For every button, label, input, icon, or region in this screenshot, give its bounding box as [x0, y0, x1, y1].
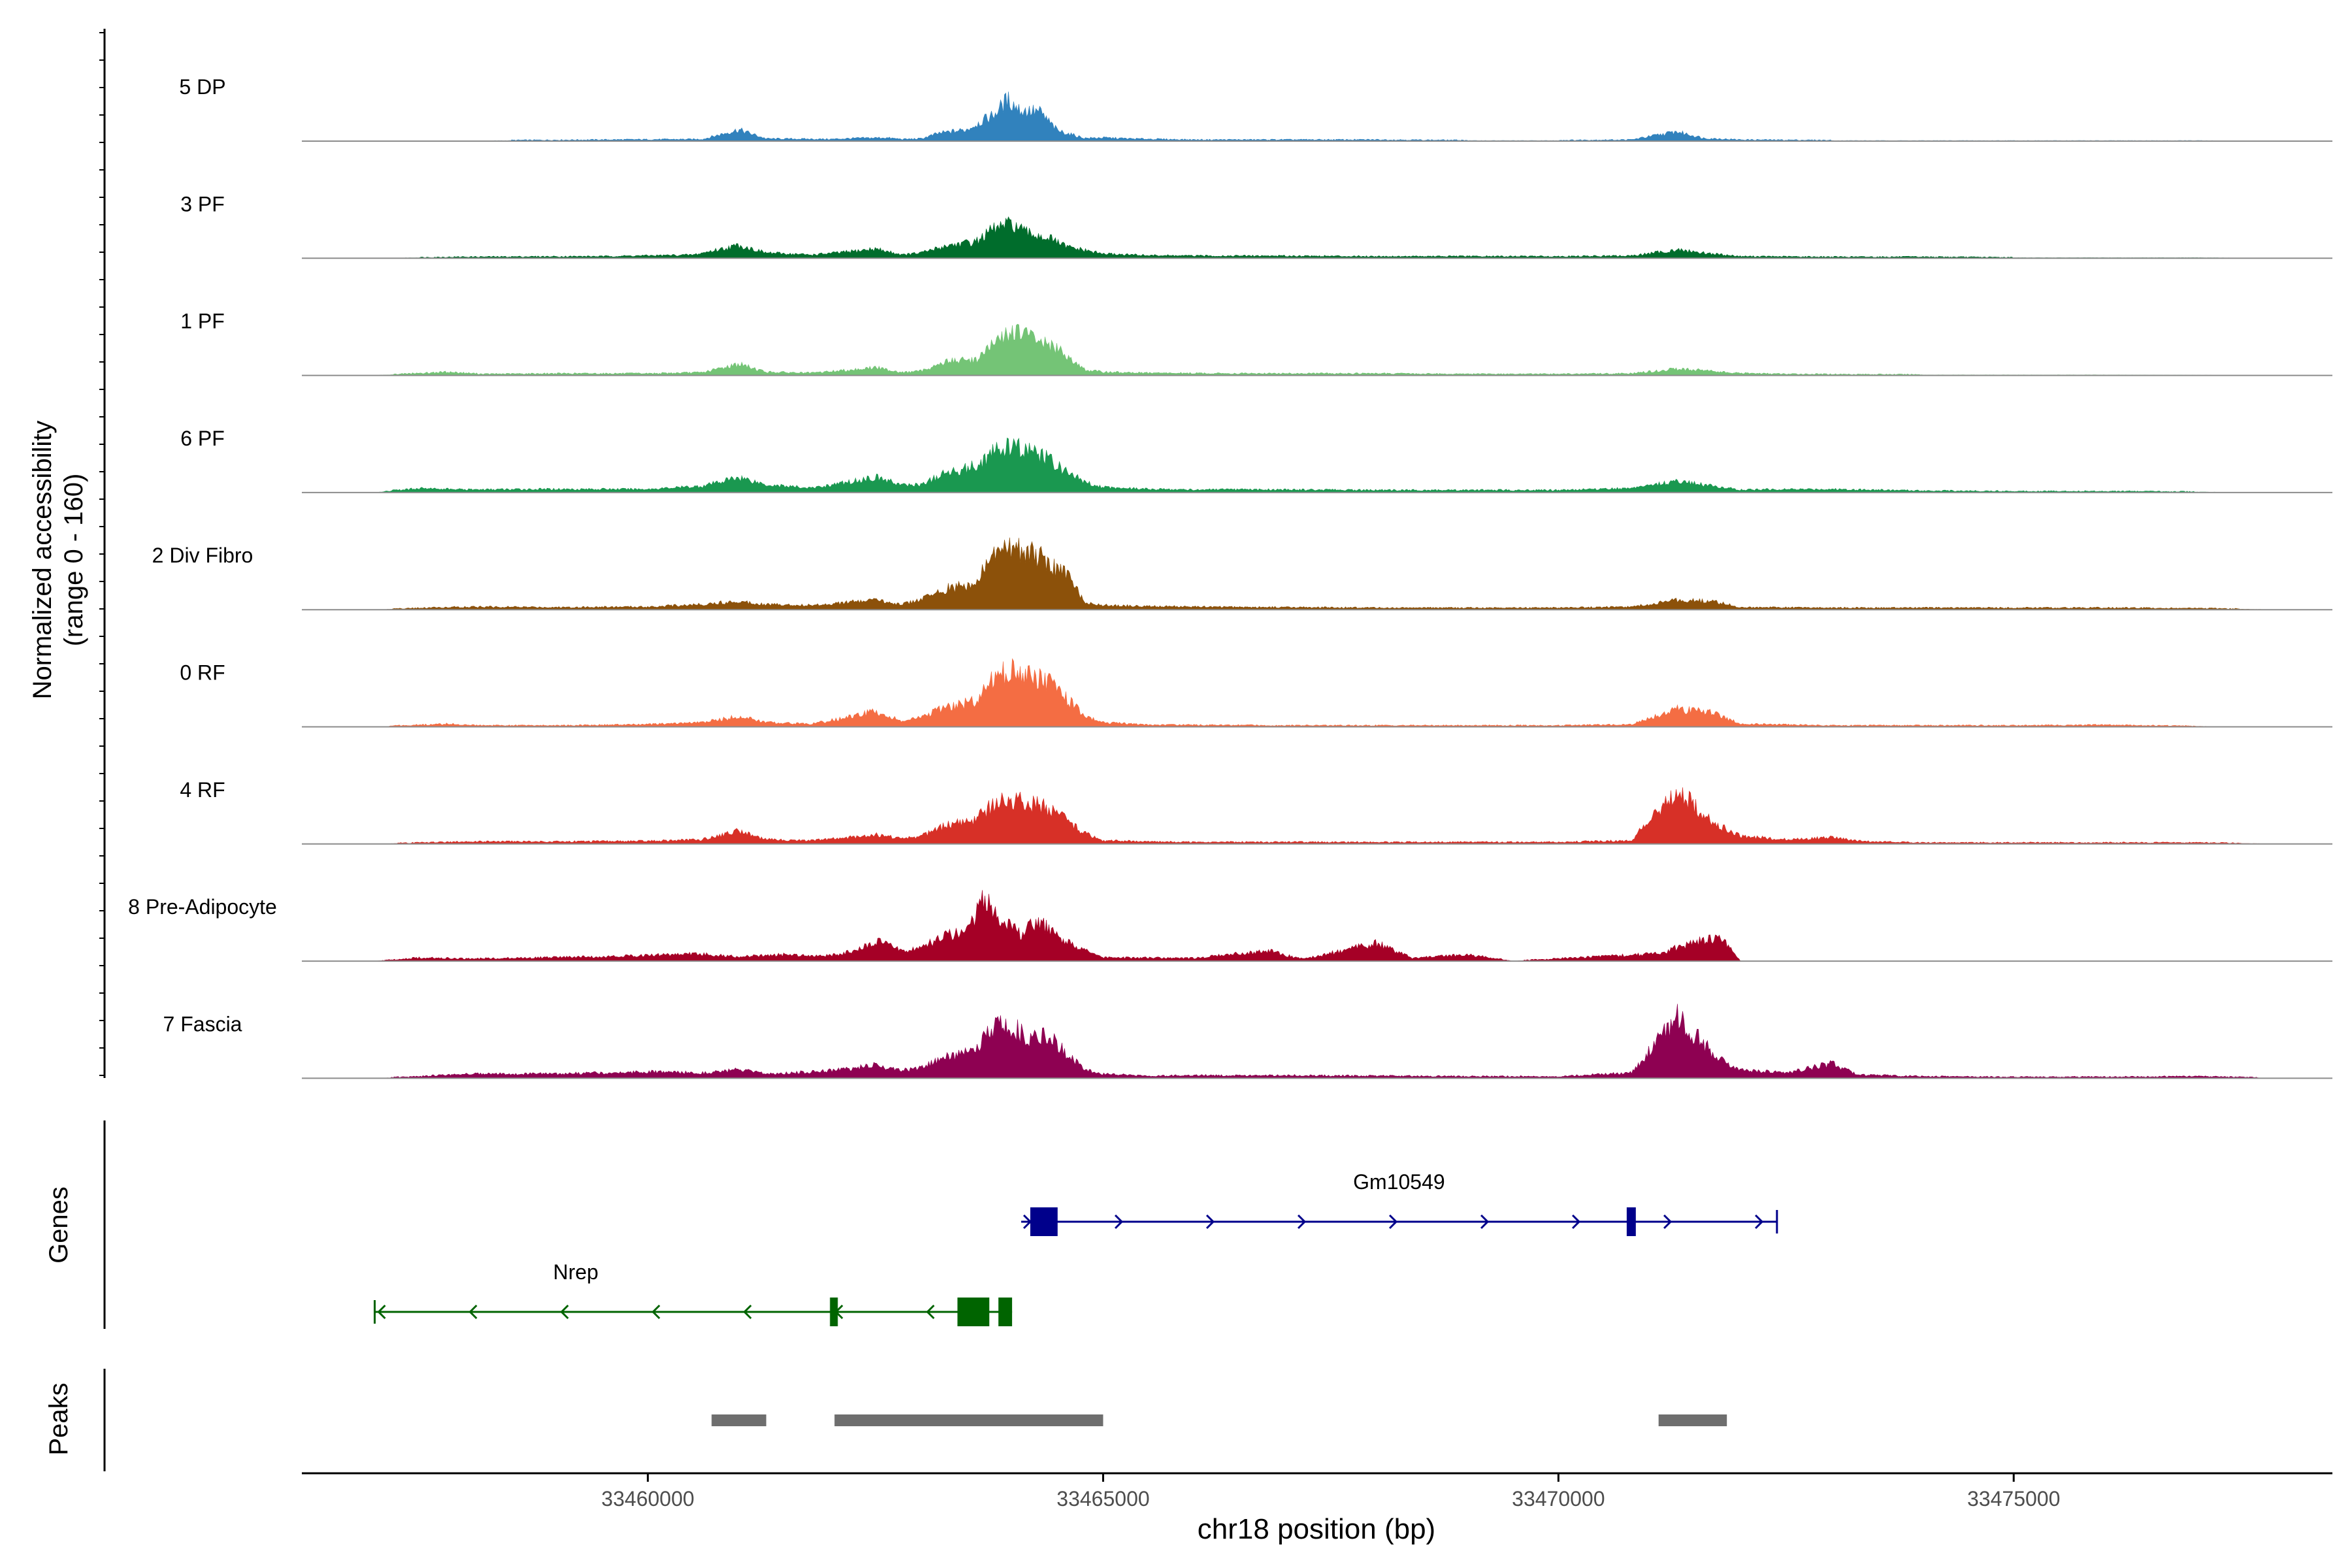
- track-0-rf: 0 RF: [180, 658, 2332, 728]
- y-axis-title-line1: Normalized accessibility: [28, 421, 57, 700]
- peak-region: [1658, 1414, 1727, 1426]
- x-tick-label: 33470000: [1512, 1487, 1605, 1511]
- coverage-area: [374, 537, 2287, 610]
- track-label: 0 RF: [180, 661, 225, 685]
- track-label: 7 Fascia: [163, 1012, 242, 1036]
- strand-arrow: [1480, 1214, 1490, 1230]
- coverage-tracks: 5 DP 3 PF 1 PF 6 PF 2 Div Fibro 0 RF 4 RF 8 Pre…: [128, 75, 2332, 1079]
- peak-region: [711, 1414, 766, 1426]
- exon: [1030, 1207, 1058, 1236]
- strand-arrow: [560, 1304, 569, 1320]
- strand-arrow: [1663, 1214, 1673, 1230]
- exon: [830, 1298, 838, 1326]
- track-8-pre-adipocyte: 8 Pre-Adipocyte: [128, 890, 2332, 962]
- exon: [957, 1298, 990, 1326]
- gene-label: Nrep: [553, 1260, 598, 1284]
- x-tick-label: 33460000: [601, 1487, 694, 1511]
- strand-arrow: [377, 1304, 386, 1320]
- strand-arrow: [1571, 1214, 1581, 1230]
- track-label: 2 Div Fibro: [152, 544, 253, 567]
- track-label: 6 PF: [180, 427, 225, 450]
- peak-annotations: [711, 1414, 1727, 1426]
- track-6-pf: 6 PF: [180, 427, 2332, 493]
- track-label: 3 PF: [180, 192, 225, 216]
- x-tick-label: 33475000: [1967, 1487, 2060, 1511]
- exon: [1626, 1207, 1636, 1236]
- strand-arrow: [1205, 1214, 1215, 1230]
- coverage-area: [374, 437, 2287, 493]
- gene-nrep: Nrep: [373, 1260, 1013, 1326]
- strand-arrow: [1114, 1214, 1124, 1230]
- coverage-area: [374, 1004, 2287, 1079]
- track-label: 4 RF: [180, 778, 225, 802]
- track-7-fascia: 7 Fascia: [163, 1004, 2332, 1079]
- genes-panel-label: Genes: [44, 1186, 73, 1264]
- track-label: 8 Pre-Adipocyte: [128, 895, 277, 919]
- y-axis-minor-ticks: [99, 32, 105, 1076]
- track-4-rf: 4 RF: [180, 778, 2332, 845]
- gene-label: Gm10549: [1353, 1170, 1445, 1194]
- strand-arrow: [651, 1304, 661, 1320]
- strand-arrow: [1754, 1214, 1764, 1230]
- strand-arrow: [743, 1304, 752, 1320]
- track-label: 1 PF: [180, 310, 225, 333]
- x-tick-label: 33465000: [1056, 1487, 1149, 1511]
- strand-arrow: [1297, 1214, 1307, 1230]
- peaks-panel-label: Peaks: [44, 1382, 73, 1455]
- strand-arrow: [468, 1304, 478, 1320]
- coverage-area: [374, 658, 2287, 727]
- y-axis-title-line2: (range 0 - 160): [59, 474, 88, 647]
- x-axis-ticks: 33460000 33465000 33470000 33475000: [601, 1473, 2060, 1511]
- track-1-pf: 1 PF: [180, 310, 2332, 376]
- strand-arrow: [926, 1304, 935, 1320]
- track-3-pf: 3 PF: [180, 192, 2332, 259]
- track-5-dp: 5 DP: [179, 75, 2332, 142]
- track-label: 5 DP: [179, 75, 225, 99]
- exon: [998, 1298, 1013, 1326]
- track-2-div-fibro: 2 Div Fibro: [152, 537, 2332, 611]
- gene-gm10549: Gm10549: [1021, 1170, 1778, 1236]
- coverage-area: [374, 216, 2287, 259]
- coverage-area: [374, 787, 2287, 845]
- x-axis-title: chr18 position (bp): [1198, 1513, 1435, 1545]
- peak-region: [834, 1414, 1103, 1426]
- strand-arrow: [1388, 1214, 1398, 1230]
- gene-annotations: Gm10549 Nrep: [373, 1170, 1778, 1326]
